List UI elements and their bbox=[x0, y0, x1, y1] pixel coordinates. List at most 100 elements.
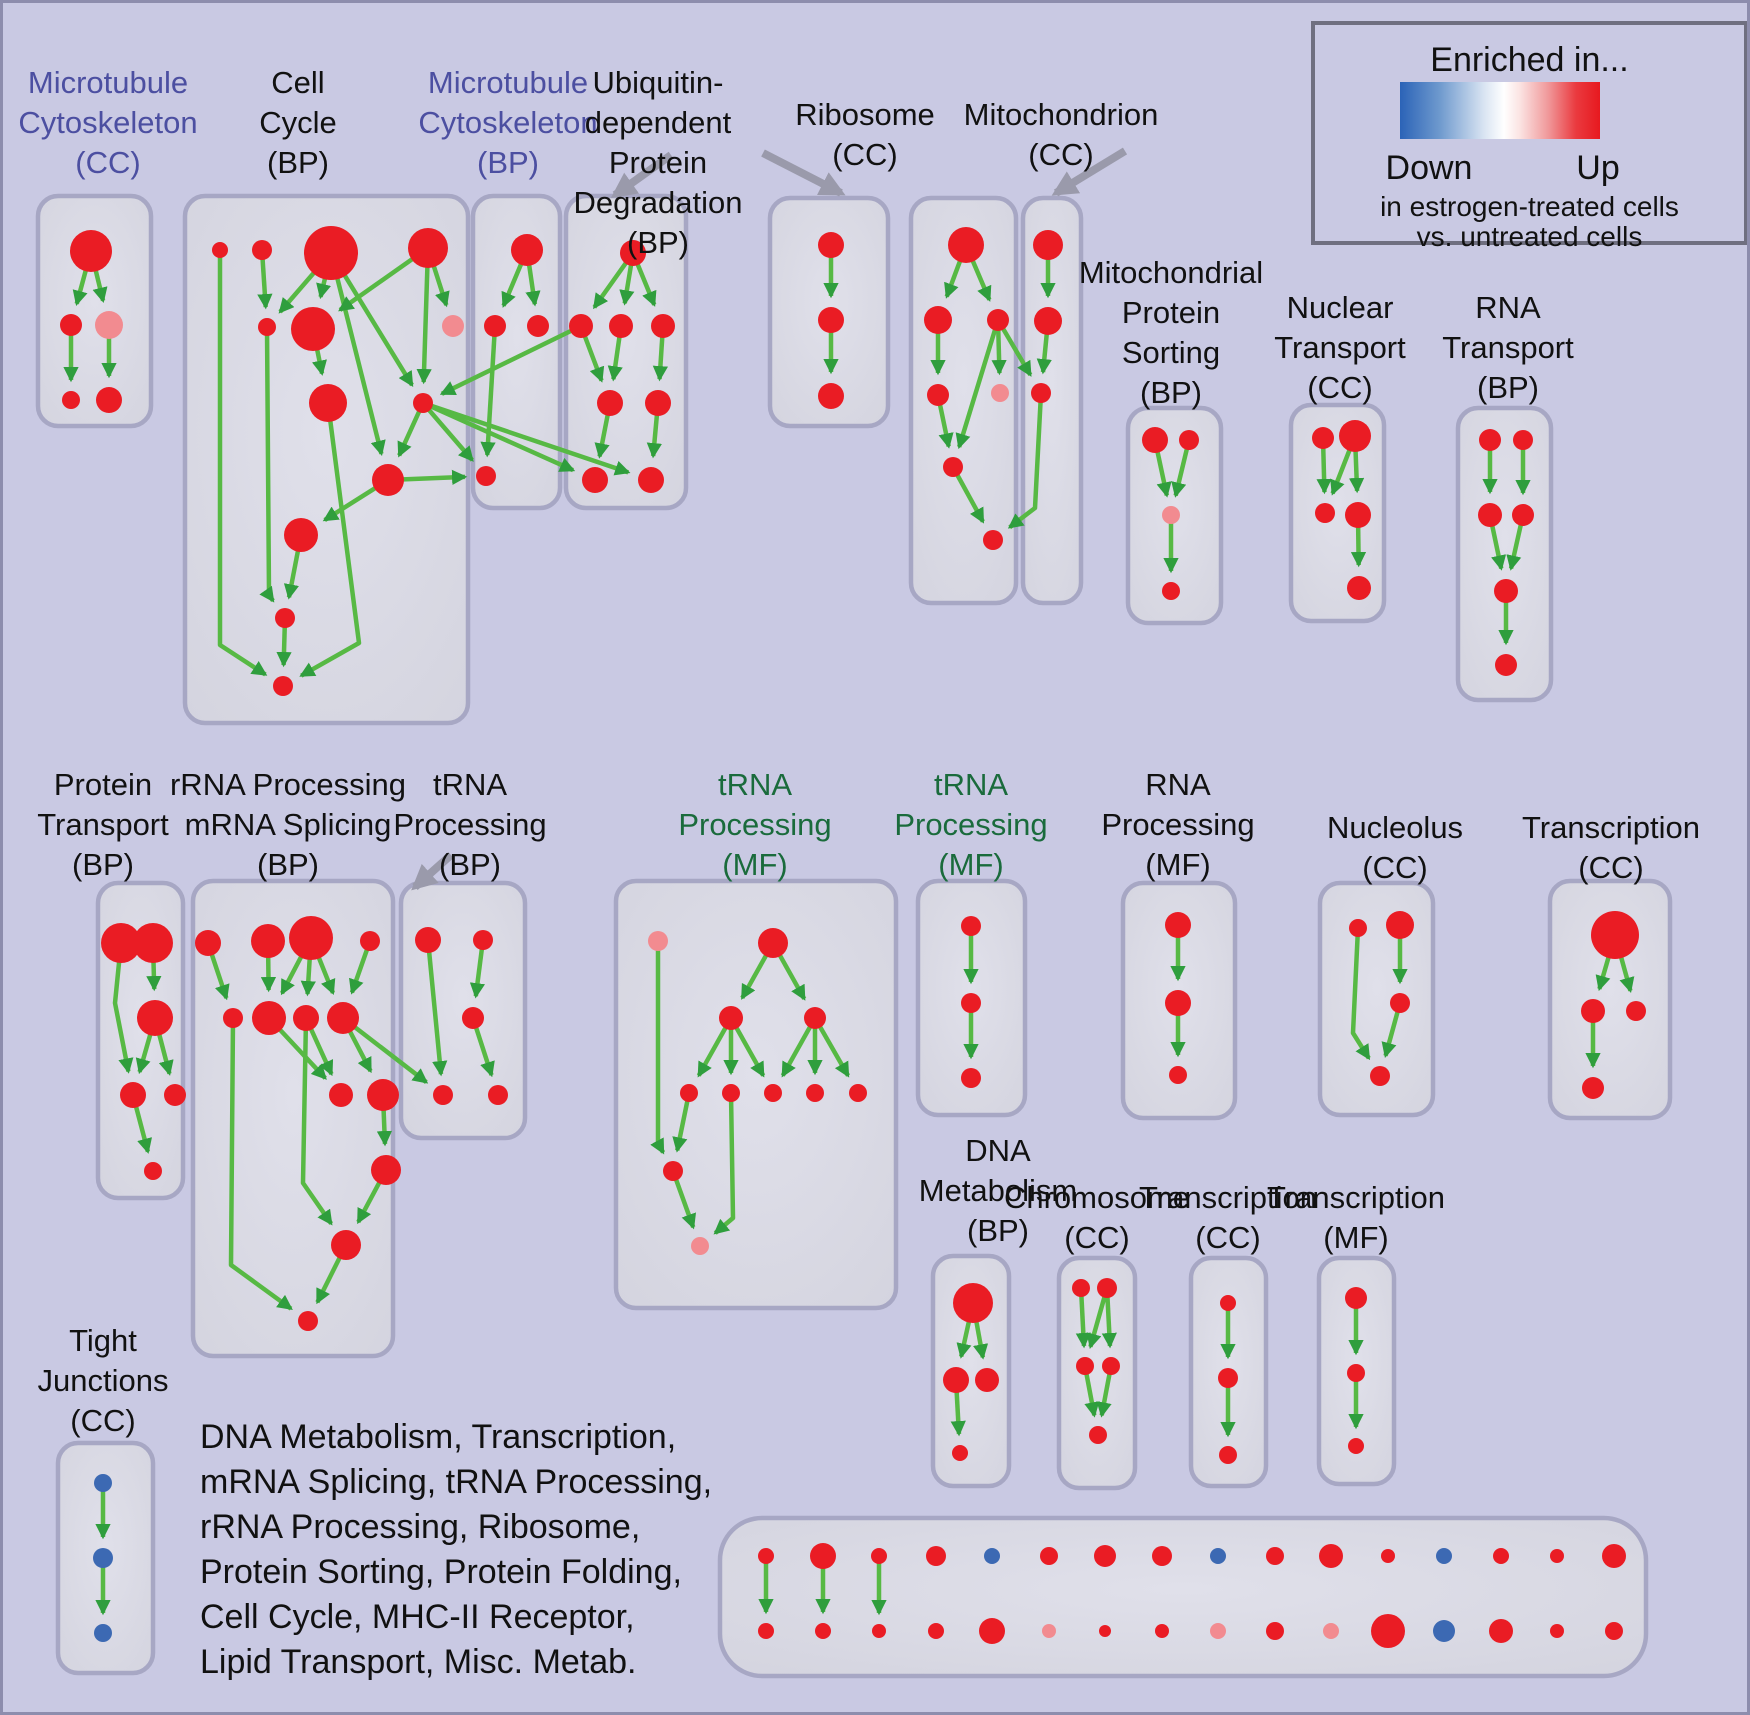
go-term-node bbox=[1345, 502, 1371, 528]
strip-node bbox=[872, 1624, 886, 1638]
go-term-node bbox=[258, 318, 276, 336]
go-term-node bbox=[1315, 503, 1335, 523]
strip-node bbox=[1605, 1622, 1623, 1640]
go-term-node bbox=[991, 384, 1009, 402]
go-term-node bbox=[94, 1624, 112, 1642]
graph-edge bbox=[951, 465, 985, 524]
cluster-box-transcc1 bbox=[1547, 878, 1673, 1121]
legend-footer-line2: vs. untreated cells bbox=[1416, 221, 1643, 252]
go-term-node bbox=[948, 227, 984, 263]
strip-node bbox=[810, 1543, 836, 1569]
strip-node bbox=[979, 1618, 1005, 1644]
go-term-node bbox=[1220, 1295, 1236, 1311]
strip-node bbox=[1042, 1624, 1056, 1638]
go-term-node bbox=[1031, 383, 1051, 403]
cluster-box-mt-bp bbox=[470, 193, 563, 511]
go-term-node bbox=[1339, 420, 1371, 452]
graph-edge bbox=[341, 1016, 429, 1084]
graph-edge bbox=[299, 402, 362, 678]
go-term-node bbox=[849, 1084, 867, 1102]
go-term-node bbox=[1386, 911, 1414, 939]
go-term-node bbox=[252, 240, 272, 260]
go-term-node bbox=[1219, 1446, 1237, 1464]
go-term-node bbox=[961, 993, 981, 1013]
legend-title: Enriched in... bbox=[1430, 41, 1629, 79]
graph-edge bbox=[1007, 392, 1044, 530]
strip-node bbox=[1266, 1622, 1284, 1640]
strip-node bbox=[1550, 1549, 1564, 1563]
graph-edge bbox=[1075, 1287, 1091, 1349]
go-term-node bbox=[212, 242, 228, 258]
strip-node bbox=[1155, 1624, 1169, 1638]
strip-node bbox=[758, 1623, 774, 1639]
go-term-node bbox=[70, 230, 112, 272]
nodes-layer bbox=[60, 226, 1646, 1648]
go-term-node bbox=[1479, 429, 1501, 451]
misc-line: Protein Sorting, Protein Folding, bbox=[200, 1553, 682, 1591]
go-term-node bbox=[415, 927, 441, 953]
graph-edge bbox=[300, 1017, 334, 1226]
network-diagram-canvas bbox=[35, 147, 1673, 1679]
go-term-node bbox=[96, 387, 122, 413]
go-term-node bbox=[1218, 1368, 1238, 1388]
go-term-node bbox=[484, 315, 506, 337]
go-term-node bbox=[818, 307, 844, 333]
go-term-node bbox=[476, 466, 496, 486]
go-term-node bbox=[1370, 1066, 1390, 1086]
go-term-node bbox=[1349, 919, 1367, 937]
go-term-node bbox=[638, 467, 664, 493]
go-term-node bbox=[1169, 1066, 1187, 1084]
go-term-node bbox=[1345, 1287, 1367, 1309]
go-term-node bbox=[1089, 1426, 1107, 1444]
go-term-node bbox=[331, 1230, 361, 1260]
graph-edge bbox=[1086, 1287, 1110, 1349]
graph-edge bbox=[112, 942, 134, 1074]
go-term-node bbox=[943, 457, 963, 477]
go-term-node bbox=[275, 608, 295, 628]
go-term-node bbox=[329, 1083, 353, 1107]
graph-edge bbox=[813, 1016, 851, 1078]
strip-node bbox=[1371, 1614, 1405, 1648]
go-term-node bbox=[93, 1548, 113, 1568]
misc-line: Cell Cycle, MHC-II Receptor, bbox=[200, 1598, 635, 1636]
go-term-node bbox=[511, 234, 543, 266]
label-pointer-arrow bbox=[1051, 147, 1128, 197]
go-term-node bbox=[1494, 579, 1518, 603]
go-term-node bbox=[273, 676, 293, 696]
misc-line: mRNA Splicing, tRNA Processing, bbox=[200, 1463, 713, 1501]
misc-line: rRNA Processing, Ribosome, bbox=[200, 1508, 641, 1546]
graph-edge bbox=[955, 319, 1001, 450]
go-term-node bbox=[223, 1008, 243, 1028]
go-term-node bbox=[101, 923, 141, 963]
strip-node bbox=[1323, 1623, 1339, 1639]
go-term-node bbox=[1347, 576, 1371, 600]
go-term-node bbox=[433, 1085, 453, 1105]
graph-edge bbox=[421, 401, 474, 462]
go-term-node bbox=[62, 391, 80, 409]
graph-edge bbox=[1350, 927, 1371, 1061]
strip-node bbox=[1266, 1547, 1284, 1565]
go-term-node bbox=[975, 1368, 999, 1392]
go-term-node bbox=[137, 1000, 173, 1036]
go-term-node bbox=[764, 1084, 782, 1102]
go-term-node bbox=[360, 931, 380, 951]
go-term-node bbox=[1033, 230, 1063, 260]
go-term-node bbox=[758, 928, 788, 958]
go-term-node bbox=[1478, 503, 1502, 527]
go-term-node bbox=[1512, 504, 1534, 526]
strip-node bbox=[815, 1623, 831, 1639]
graph-edge bbox=[228, 1017, 293, 1311]
go-term-node bbox=[1179, 430, 1199, 450]
strip-node bbox=[1489, 1619, 1513, 1643]
go-term-node bbox=[367, 1079, 399, 1111]
go-term-node bbox=[120, 1082, 146, 1108]
go-term-node bbox=[1034, 307, 1062, 335]
go-term-node bbox=[144, 1162, 162, 1180]
graph-edge bbox=[439, 323, 582, 396]
go-term-node bbox=[284, 518, 318, 552]
go-term-node bbox=[462, 1007, 484, 1029]
go-term-node bbox=[327, 1002, 359, 1034]
go-term-node bbox=[298, 1311, 318, 1331]
graph-edge bbox=[425, 939, 448, 1077]
go-term-node bbox=[413, 393, 433, 413]
